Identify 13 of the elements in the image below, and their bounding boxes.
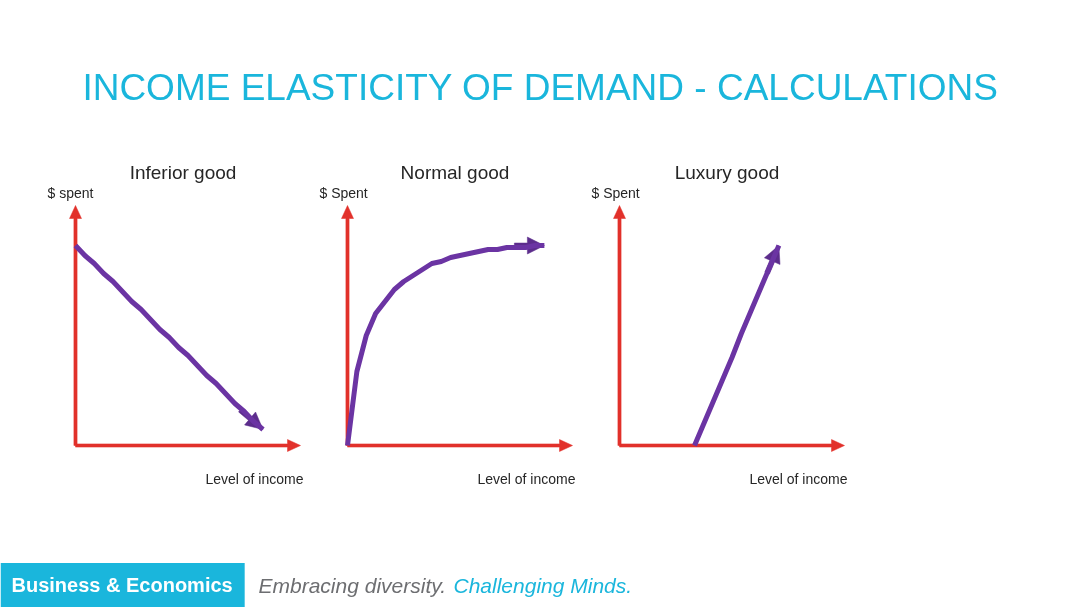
text: Business & Economics	[11, 574, 233, 596]
y-axis-title: $ Spent	[591, 184, 640, 201]
chart-title: Normal good	[400, 162, 510, 183]
x-axis-title: Level of income	[205, 470, 304, 487]
text: INCOME ELASTICITY OF DEMAND - CALCULATIONS	[82, 67, 998, 108]
text: Embracing diversity.	[258, 574, 447, 597]
chart-title: Inferior good	[129, 162, 237, 183]
x-axis-title: Level of income	[749, 470, 848, 487]
x-axis-title: Level of income	[477, 470, 576, 487]
chart-title: Luxury good	[674, 162, 780, 183]
y-axis-title: $ Spent	[319, 184, 368, 201]
y-axis-title: $ spent	[47, 184, 94, 201]
text: Challenging Minds.	[453, 574, 633, 597]
